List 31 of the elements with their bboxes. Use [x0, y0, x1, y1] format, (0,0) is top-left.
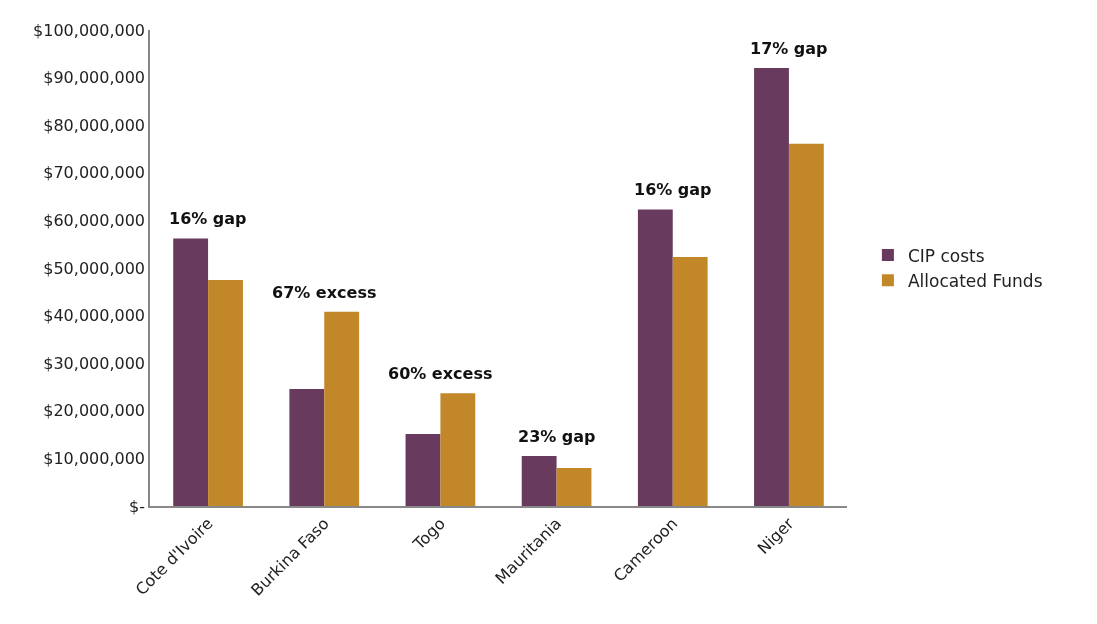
- annotation: 23% gap: [518, 427, 596, 446]
- bar: [672, 257, 708, 506]
- y-tick-label: $-: [129, 496, 146, 516]
- annotation: 67% excess: [272, 283, 377, 302]
- y-tick-label: $100,000,000: [33, 20, 146, 40]
- y-tick-label: $30,000,000: [43, 353, 146, 373]
- y-tick-label: $10,000,000: [43, 449, 146, 468]
- annotation: 17% gap: [750, 39, 828, 58]
- bar: [788, 143, 824, 506]
- bar: [208, 279, 243, 506]
- annotation: 16% gap: [169, 209, 247, 228]
- y-tick-label: $20,000,000: [43, 401, 146, 421]
- y-tick-label: $60,000,000: [43, 211, 146, 230]
- y-tick-label: $50,000,000: [43, 258, 146, 278]
- bar: [440, 393, 476, 506]
- bar: [324, 311, 360, 506]
- legend-label: CIP costs: [907, 245, 985, 266]
- y-tick-label: $40,000,000: [43, 306, 146, 326]
- bar: [754, 68, 789, 506]
- y-tick-label: $70,000,000: [43, 163, 146, 183]
- annotation: 60% excess: [388, 364, 493, 383]
- annotation: 16% gap: [634, 180, 712, 199]
- legend-label: Allocated Funds: [907, 270, 1043, 291]
- y-tick-label: $90,000,000: [43, 68, 146, 88]
- bar: [637, 209, 673, 506]
- bar: [405, 434, 441, 506]
- bar: [289, 388, 325, 506]
- y-tick-label: $80,000,000: [43, 115, 146, 135]
- bar: [556, 467, 592, 506]
- bar: [521, 456, 557, 506]
- bar: [173, 238, 209, 506]
